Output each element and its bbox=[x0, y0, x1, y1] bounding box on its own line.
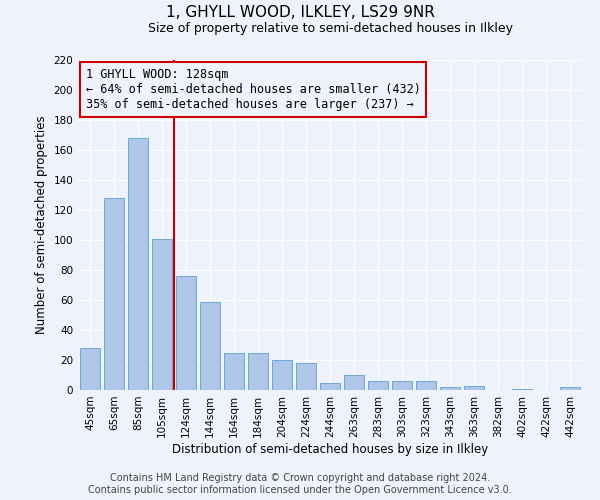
Bar bbox=[128, 138, 148, 390]
Bar bbox=[248, 352, 268, 390]
Bar bbox=[272, 360, 292, 390]
Bar bbox=[296, 363, 316, 390]
Bar bbox=[464, 386, 484, 390]
Bar bbox=[344, 375, 364, 390]
Bar bbox=[320, 382, 340, 390]
Bar bbox=[104, 198, 124, 390]
Text: 1, GHYLL WOOD, ILKLEY, LS29 9NR: 1, GHYLL WOOD, ILKLEY, LS29 9NR bbox=[166, 5, 434, 20]
Bar bbox=[392, 381, 412, 390]
Bar bbox=[176, 276, 196, 390]
Bar bbox=[416, 381, 436, 390]
Bar bbox=[368, 381, 388, 390]
Bar bbox=[224, 352, 244, 390]
Text: 1 GHYLL WOOD: 128sqm
← 64% of semi-detached houses are smaller (432)
35% of semi: 1 GHYLL WOOD: 128sqm ← 64% of semi-detac… bbox=[86, 68, 421, 112]
Title: Size of property relative to semi-detached houses in Ilkley: Size of property relative to semi-detach… bbox=[148, 22, 512, 35]
Bar bbox=[152, 238, 172, 390]
Bar bbox=[560, 387, 580, 390]
X-axis label: Distribution of semi-detached houses by size in Ilkley: Distribution of semi-detached houses by … bbox=[172, 442, 488, 456]
Bar bbox=[80, 348, 100, 390]
Text: Contains HM Land Registry data © Crown copyright and database right 2024.
Contai: Contains HM Land Registry data © Crown c… bbox=[88, 474, 512, 495]
Y-axis label: Number of semi-detached properties: Number of semi-detached properties bbox=[35, 116, 48, 334]
Bar bbox=[440, 387, 460, 390]
Bar bbox=[200, 302, 220, 390]
Bar bbox=[512, 388, 532, 390]
